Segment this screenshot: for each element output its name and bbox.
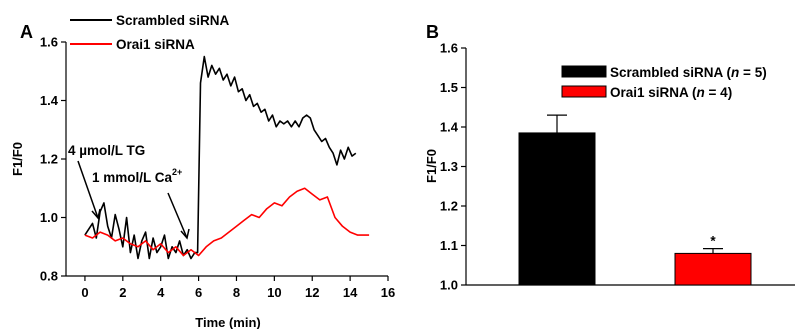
panel-b-letter: B: [426, 22, 439, 42]
legend-label-scrambled: Scrambled siRNA: [116, 13, 230, 28]
bar-orai1: [674, 252, 752, 286]
y-tick-label-b: 1.2: [440, 199, 458, 214]
y-axis-title-a: F1/F0: [10, 142, 25, 176]
y-tick-label-b: 1.4: [440, 120, 459, 135]
annotation-ca-arrowhead: [180, 228, 190, 240]
significance-star: *: [710, 234, 716, 249]
x-tick-label-a: 12: [305, 285, 319, 300]
x-axis-title-a: Time (min): [195, 315, 261, 329]
x-tick-label-a: 0: [81, 285, 88, 300]
x-ticks-a: 0 2 4 6 8 10 12 14 16: [81, 276, 395, 300]
annotation-ca-text: 1 mmol/L Ca: [92, 170, 173, 185]
y-tick-label-a: 1.6: [40, 35, 58, 50]
y-ticks-a: 0.8 1.0 1.2 1.4 1.6: [40, 35, 66, 284]
error-bar-orai1: [703, 248, 723, 254]
legend-label-orai1: Orai1 siRNA: [116, 37, 195, 52]
y-ticks-b: 1.0 1.1 1.2 1.3 1.4 1.5 1.6: [440, 41, 466, 293]
annotation-tg: 4 µmol/L TG: [68, 143, 145, 158]
y-tick-label-a: 0.8: [40, 269, 58, 284]
annotation-tg-arrow: [77, 160, 99, 219]
y-tick-label-b: 1.5: [440, 80, 458, 95]
y-tick-label-b: 1.0: [440, 278, 458, 293]
y-tick-label-a: 1.0: [40, 210, 58, 225]
annotation-ca-superscript: 2+: [172, 167, 182, 177]
y-tick-label-a: 1.2: [40, 152, 58, 167]
y-tick-label-b: 1.1: [440, 238, 458, 253]
legend-swatch-orai1-b: [561, 85, 607, 98]
y-tick-label-b: 1.6: [440, 41, 458, 56]
series-line-scrambled: [84, 55, 357, 260]
annotation-ca: 1 mmol/L Ca2+: [92, 167, 182, 185]
panel-a: A Scrambled siRNA Orai1 siRNA 0.8 1.0 1.2 1…: [10, 13, 395, 329]
x-tick-label-a: 10: [267, 285, 281, 300]
legend-swatch-scrambled-b: [561, 65, 607, 78]
series-line-orai1: [84, 187, 370, 257]
y-axis-title-b: F1/F0: [424, 149, 439, 183]
x-tick-label-a: 16: [381, 285, 395, 300]
y-tick-label-a: 1.4: [40, 93, 59, 108]
bar-scrambled: [518, 132, 596, 286]
x-tick-label-a: 8: [233, 285, 240, 300]
legend-label-scrambled-b: Scrambled siRNA (n = 5): [610, 65, 767, 80]
annotation-tg-arrowhead: [91, 208, 101, 220]
panel-a-letter: A: [20, 22, 33, 42]
error-bar-scrambled: [547, 114, 567, 133]
panel-b: B 1.0 1.1 1.2 1.3 1.4 1.5 1.6 F1/F0 * Scramble…: [424, 22, 795, 293]
x-tick-label-a: 14: [343, 285, 358, 300]
y-tick-label-b: 1.3: [440, 159, 458, 174]
x-tick-label-a: 6: [195, 285, 202, 300]
legend-a: Scrambled siRNA Orai1 siRNA: [70, 13, 230, 52]
x-tick-label-a: 2: [119, 285, 126, 300]
legend-b: Scrambled siRNA (n = 5) Orai1 siRNA (n =…: [561, 65, 767, 100]
legend-label-orai1-b: Orai1 siRNA (n = 4): [610, 85, 732, 100]
x-tick-label-a: 4: [157, 285, 165, 300]
annotation-ca-arrow: [167, 192, 188, 239]
